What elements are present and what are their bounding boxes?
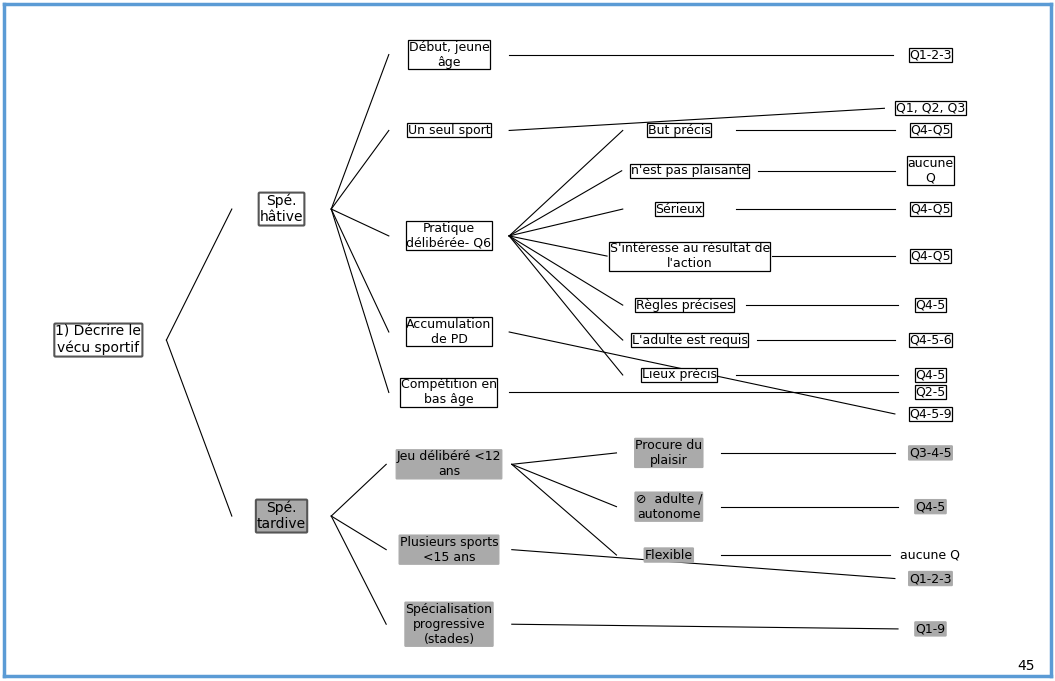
Text: Plusieurs sports
<15 ans: Plusieurs sports <15 ans bbox=[400, 536, 498, 564]
Text: Procure du
plaisir: Procure du plaisir bbox=[635, 439, 703, 467]
Text: ⊘  adulte /
autonomе: ⊘ adulte / autonomе bbox=[635, 492, 702, 521]
Text: Spé.
hâtive: Spé. hâtive bbox=[260, 193, 303, 225]
Text: Lieux précis: Lieux précis bbox=[641, 368, 716, 381]
Text: Accumulation
de PD: Accumulation de PD bbox=[406, 318, 492, 346]
Text: Règles précises: Règles précises bbox=[636, 299, 733, 312]
Text: Q1-2-3: Q1-2-3 bbox=[909, 48, 952, 61]
Text: Q4-5: Q4-5 bbox=[916, 368, 945, 381]
Text: Sérieux: Sérieux bbox=[655, 202, 703, 216]
Text: Jeu délibéré <12
ans: Jeu délibéré <12 ans bbox=[397, 450, 501, 478]
Text: Spé.
tardive: Spé. tardive bbox=[257, 501, 306, 531]
Text: Q4-Q5: Q4-Q5 bbox=[910, 124, 951, 137]
Text: 1) Décrire le
vécu sportif: 1) Décrire le vécu sportif bbox=[56, 325, 141, 355]
Text: Q4-5-9: Q4-5-9 bbox=[909, 407, 952, 420]
Text: Pratique
délibérée- Q6: Pratique délibérée- Q6 bbox=[406, 222, 492, 250]
Text: Flexible: Flexible bbox=[645, 548, 693, 562]
Text: Q4-Q5: Q4-Q5 bbox=[910, 202, 951, 216]
Text: n'est pas plaisante: n'est pas plaisante bbox=[631, 164, 749, 177]
Text: Q3-4-5: Q3-4-5 bbox=[909, 447, 952, 460]
Text: aucune Q: aucune Q bbox=[901, 548, 960, 562]
Text: aucune
Q: aucune Q bbox=[907, 157, 954, 185]
Text: Q2-5: Q2-5 bbox=[916, 386, 945, 399]
Text: Q1-9: Q1-9 bbox=[916, 622, 945, 635]
Text: Un seul sport: Un seul sport bbox=[407, 124, 491, 137]
Text: Q4-Q5: Q4-Q5 bbox=[910, 249, 951, 263]
Text: Spécialisation
progressive
(stades): Spécialisation progressive (stades) bbox=[405, 603, 493, 646]
Text: But précis: But précis bbox=[648, 124, 711, 137]
Text: Q1-2-3: Q1-2-3 bbox=[909, 572, 952, 585]
Text: Q1, Q2, Q3: Q1, Q2, Q3 bbox=[896, 101, 965, 115]
Text: Q4-5: Q4-5 bbox=[916, 500, 945, 513]
Text: L'adulte est requis: L'adulte est requis bbox=[632, 334, 748, 347]
Text: Début, jeune
âge: Début, jeune âge bbox=[408, 41, 490, 69]
Text: S'intéresse au résultat de
l'action: S'intéresse au résultat de l'action bbox=[610, 242, 770, 270]
Text: Q4-5: Q4-5 bbox=[916, 299, 945, 312]
Text: Compétition en
bas âge: Compétition en bas âge bbox=[401, 379, 497, 407]
Text: Q4-5-6: Q4-5-6 bbox=[909, 334, 952, 347]
Text: 45: 45 bbox=[1018, 659, 1035, 673]
